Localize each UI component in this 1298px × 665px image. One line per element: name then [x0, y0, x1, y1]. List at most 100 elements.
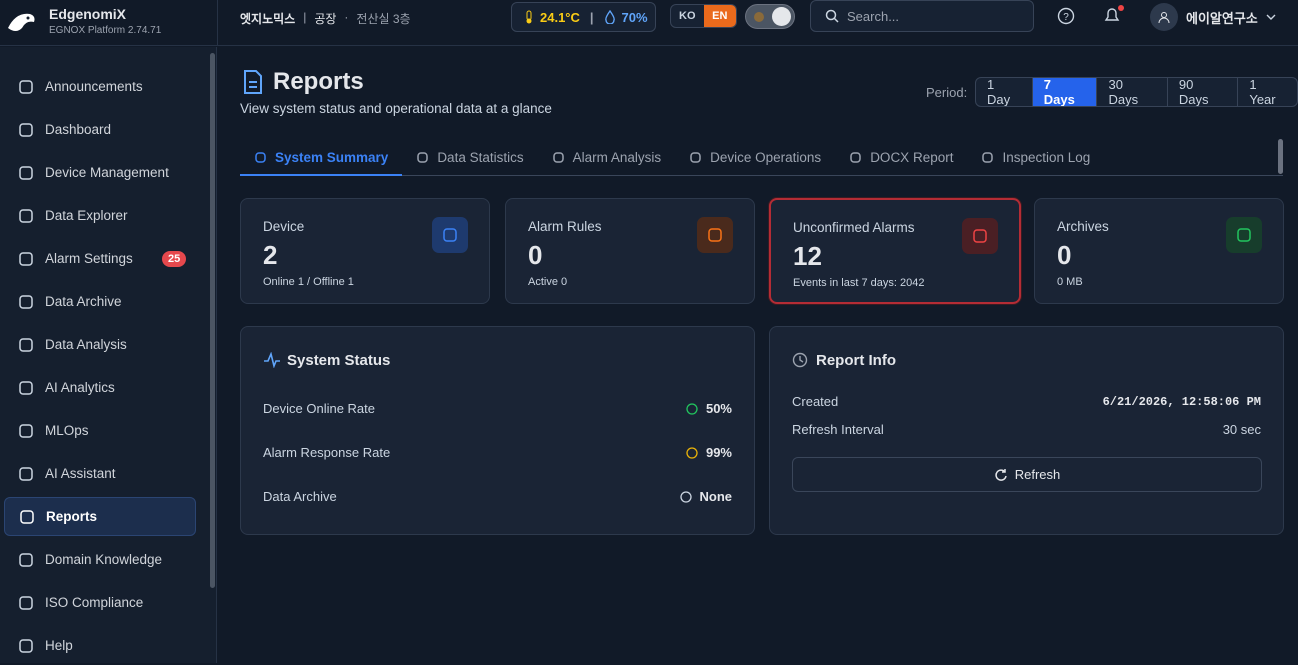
icon: [19, 509, 46, 525]
status-label: Alarm Response Rate: [263, 445, 391, 460]
icon-shape: [19, 251, 33, 266]
user-icon: [1158, 12, 1170, 23]
icon-shape: [19, 165, 33, 180]
icon-shape: [19, 208, 33, 223]
tab-label: Alarm Analysis: [572, 150, 662, 165]
avatar: [1150, 3, 1178, 31]
icon-shape: [19, 79, 33, 94]
period-label: Period:: [926, 85, 968, 100]
tab-label: DOCX Report: [870, 150, 954, 165]
card-detail: Online 1 / Offline 1: [263, 276, 354, 288]
icon: [689, 151, 702, 164]
nav-item[interactable]: MLOps: [4, 411, 196, 450]
temperature: 24.1°C: [540, 9, 580, 25]
help-icon[interactable]: ?: [1057, 7, 1075, 25]
icon: [1236, 227, 1252, 243]
divider: [217, 0, 218, 46]
status-text: 50%: [705, 401, 732, 416]
nav-label: Data Archive: [45, 294, 122, 309]
chevron: [1266, 14, 1276, 20]
period-button[interactable]: 1 Year: [1237, 78, 1297, 106]
page-title: Reports: [273, 68, 364, 95]
nav-item[interactable]: Announcements: [4, 67, 196, 106]
brand-platform: EGNOX Platform 2.74.71: [49, 25, 161, 36]
nav-item[interactable]: Data Explorer: [4, 196, 196, 235]
knob: [772, 7, 791, 26]
nav-item[interactable]: Help: [4, 626, 196, 665]
site-path: 엣지노믹스 | 공장 · 전산실 3층: [240, 10, 411, 27]
tab[interactable]: System Summary: [240, 140, 403, 176]
nav-item[interactable]: Device Management: [4, 153, 196, 192]
info-row: Created 6/21/2026, 12:58:06 PM: [792, 394, 1261, 409]
system-status-panel: System Status Device Online Rate 50% Alarm…: [240, 326, 755, 535]
user-menu[interactable]: 에이알연구소: [1150, 2, 1280, 32]
scrollbar: [210, 53, 215, 588]
nav-item[interactable]: Data Analysis: [4, 325, 196, 364]
period-button[interactable]: 7 Days: [1031, 78, 1097, 106]
nav-label: Dashboard: [45, 122, 112, 137]
icon: [707, 227, 723, 243]
nav-label: Data Analysis: [45, 337, 127, 352]
tab[interactable]: Inspection Log: [967, 140, 1104, 175]
icon-shape: [1237, 228, 1251, 242]
lang-toggle[interactable]: KO EN: [670, 4, 737, 28]
icon-shape: [19, 466, 33, 481]
period-button[interactable]: 90 Days: [1166, 78, 1237, 106]
icon: [18, 423, 45, 439]
nav-label: Domain Knowledge: [45, 552, 163, 567]
status-shape: [686, 402, 698, 415]
search-box[interactable]: Search...: [810, 0, 1034, 32]
location: 공장: [314, 12, 337, 26]
nav-label: Alarm Settings: [45, 251, 133, 266]
site: 엣지노믹스: [240, 12, 296, 26]
card-value: 2: [263, 240, 278, 270]
refresh-button[interactable]: Refresh: [792, 457, 1262, 492]
period-selector: 1 Day 7 Days 30 Days 90 Days 1 Year: [975, 77, 1298, 107]
tab-label: Inspection Log: [1002, 150, 1091, 165]
tab[interactable]: Data Statistics: [402, 140, 537, 175]
tab[interactable]: DOCX Report: [835, 140, 967, 175]
info-value: 6/21/2026, 12:58:06 PM: [1102, 394, 1261, 409]
status-row: Device Online Rate 50%: [263, 401, 732, 416]
nav-item[interactable]: AI Assistant: [4, 454, 196, 493]
icon: [18, 165, 45, 181]
bell-icon[interactable]: [1102, 5, 1124, 25]
info-label: Refresh Interval: [792, 422, 884, 437]
tab-label: Device Operations: [710, 150, 822, 165]
pulse-icon: [264, 352, 280, 368]
nav-item[interactable]: ISO Compliance: [4, 583, 196, 622]
nav-label: Announcements: [45, 79, 143, 94]
status-value: 99%: [686, 445, 732, 460]
icon-shape: [417, 152, 429, 163]
top-bar: EdgenomiX EGNOX Platform 2.74.71 엣지노믹스 | 공…: [0, 0, 1298, 46]
period-button[interactable]: 1 Day: [987, 77, 1011, 107]
card-icon: [697, 217, 733, 253]
tab[interactable]: Device Operations: [675, 140, 835, 175]
icon: [981, 151, 994, 164]
icon: [416, 151, 429, 164]
lang-option[interactable]: EN: [703, 5, 736, 27]
icon-shape: [19, 380, 33, 395]
nav-item[interactable]: Domain Knowledge: [4, 540, 196, 579]
theme-switch[interactable]: [745, 4, 795, 29]
tab[interactable]: Alarm Analysis: [538, 140, 676, 175]
status-icon: [686, 446, 698, 459]
icon: [972, 228, 988, 244]
status-value: 50%: [686, 401, 732, 416]
period-button[interactable]: 30 Days: [1096, 78, 1166, 106]
nav-label: AI Analytics: [45, 380, 115, 395]
icon-shape: [19, 552, 33, 567]
nav-item[interactable]: Data Archive: [4, 282, 196, 321]
icon: [442, 227, 458, 243]
nav-item[interactable]: Dashboard: [4, 110, 196, 149]
nav-item[interactable]: AI Analytics: [4, 368, 196, 407]
icon-shape: [443, 228, 457, 242]
card-detail: Events in last 7 days: 2042: [793, 277, 925, 289]
nav-item[interactable]: Alarm Settings 25: [4, 239, 196, 278]
icon-shape: [19, 423, 33, 438]
nav-label: Data Explorer: [45, 208, 128, 223]
lang-option[interactable]: KO: [679, 10, 696, 22]
nav-item[interactable]: Reports: [4, 497, 196, 536]
icon: [18, 466, 45, 482]
